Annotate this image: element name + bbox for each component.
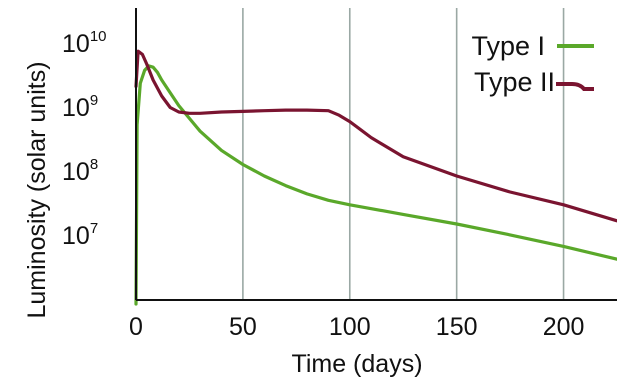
x-tick-label-200: 200 [543,313,585,341]
gridlines [242,8,565,300]
x-tick-label-100: 100 [329,313,371,341]
x-axis-title: Time (days) [291,350,422,378]
legend-swatch-type-ii [556,82,594,91]
x-tick-label-150: 150 [436,313,478,341]
series-line-type-i [134,64,617,306]
y-tick-labels: 1010 109 108 107 [62,28,107,250]
x-tick-label-50: 50 [229,313,257,341]
series-lines [134,49,617,306]
legend-label-type-i: Type I [471,31,545,61]
x-tick-label-0: 0 [129,313,143,341]
legend-label-type-ii: Type II [474,67,555,97]
y-tick-label-1e7: 107 [62,220,98,250]
series-line-type-ii [134,49,617,223]
y-axis-title: Luminosity (solar units) [23,61,51,318]
x-tick-labels: 0 50 100 150 200 [129,313,584,341]
y-tick-label-1e10: 1010 [62,28,107,58]
y-tick-label-1e8: 108 [62,156,98,186]
y-tick-label-1e9: 109 [62,92,98,122]
legend: Type I Type II [471,31,594,97]
